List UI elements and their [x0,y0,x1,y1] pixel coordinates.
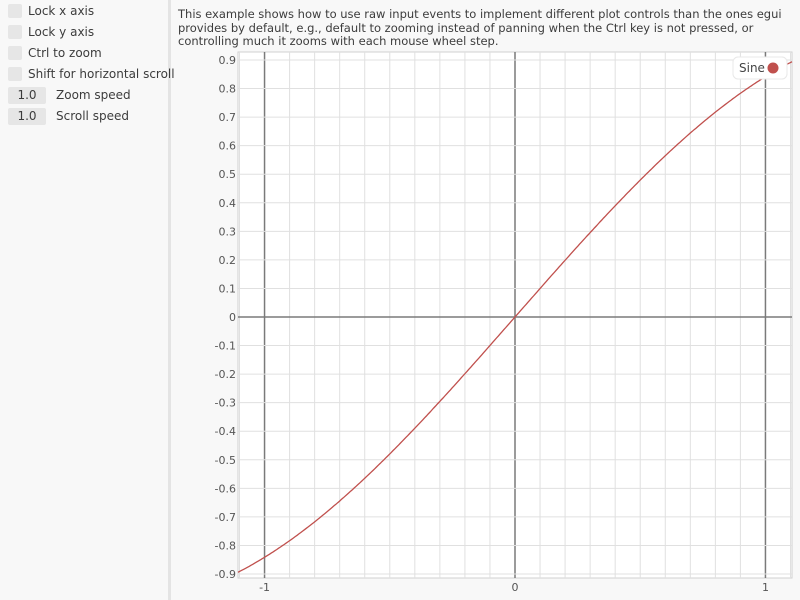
y-tick-label: 0.1 [219,282,237,295]
zoom-speed-row: 1.0 Zoom speed [8,86,131,104]
y-tick-label: 0.9 [219,54,237,67]
y-tick-label: 0 [229,311,236,324]
sine-line [237,61,793,573]
ctrl-to-zoom-checkbox[interactable]: Ctrl to zoom [8,44,102,62]
y-tick-label: -0.6 [215,482,236,495]
y-tick-label: 0.8 [219,83,237,96]
y-tick-label: 0.5 [219,168,237,181]
zoom-speed-label: Zoom speed [56,88,131,102]
checkbox-box[interactable] [8,4,22,18]
checkbox-label: Shift for horizontal scroll [28,67,175,81]
y-tick-label: -0.5 [215,454,236,467]
y-tick-label: -0.3 [215,397,236,410]
checkbox-label: Lock x axis [28,4,95,18]
checkbox-box[interactable] [8,46,22,60]
scroll-speed-label: Scroll speed [56,109,129,123]
y-tick-label: 0.4 [219,197,237,210]
y-tick-label: 0.2 [219,254,237,267]
checkbox-label: Lock y axis [28,25,95,39]
checkbox-label: Ctrl to zoom [28,46,102,60]
y-tick-label: -0.1 [215,340,236,353]
y-tick-label: -0.8 [215,539,236,552]
lock-y-checkbox[interactable]: Lock y axis [8,23,94,41]
checkbox-box[interactable] [8,25,22,39]
x-tick-label: 1 [762,581,769,594]
scroll-speed-row: 1.0 Scroll speed [8,107,129,125]
y-tick-label: -0.7 [215,511,236,524]
controls-panel: Lock x axis Lock y axis Ctrl to zoom Shi… [0,0,175,600]
legend-label-sine[interactable]: Sine [739,61,765,75]
shift-horizontal-scroll-checkbox[interactable]: Shift for horizontal scroll [8,65,175,83]
x-tick-label: 0 [512,581,519,594]
description-text: This example shows how to use raw input … [178,7,782,48]
y-tick-label: -0.2 [215,368,236,381]
checkbox-box[interactable] [8,67,22,81]
legend-box [732,56,788,80]
x-tick-label: -1 [259,581,270,594]
scroll-speed-input[interactable]: 1.0 [8,107,46,125]
y-tick-label: 0.3 [219,225,237,238]
lock-x-checkbox[interactable]: Lock x axis [8,2,94,20]
y-tick-label: 0.6 [219,140,237,153]
y-tick-label: 0.7 [219,111,237,124]
y-tick-label: -0.4 [215,425,236,438]
zoom-speed-input[interactable]: 1.0 [8,86,46,104]
y-tick-label: -0.9 [215,568,236,581]
legend-marker-icon [767,62,779,74]
